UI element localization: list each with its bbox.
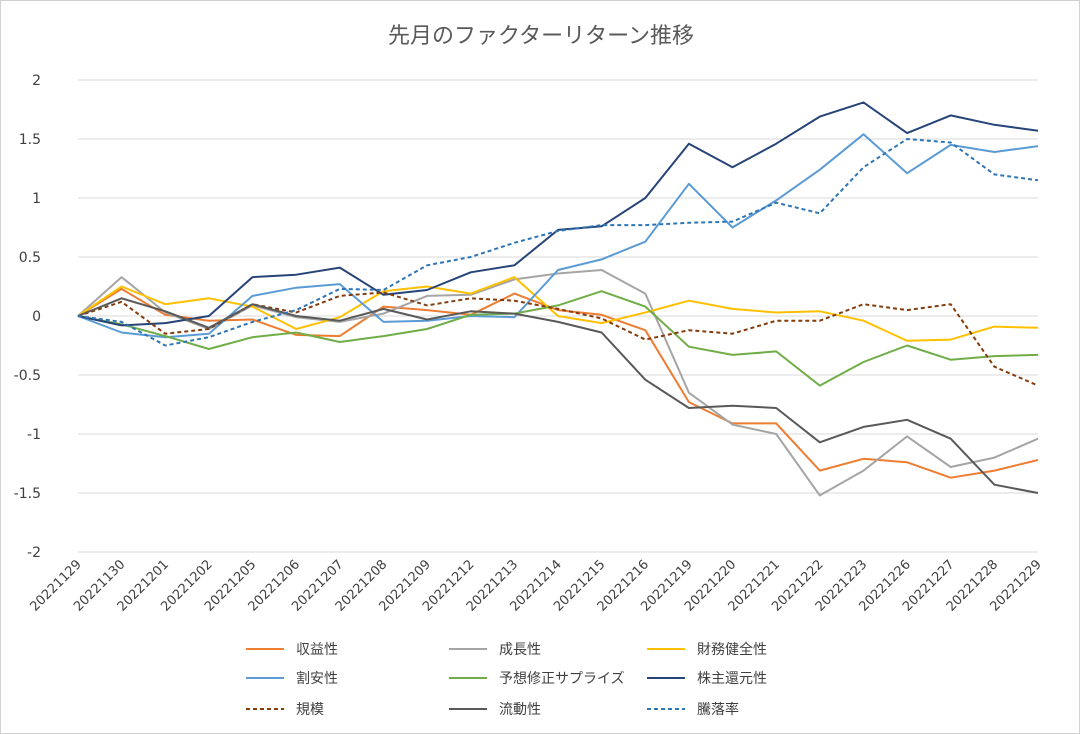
series-line-5 [77,101,1039,327]
series-line-4 [77,290,1039,387]
legend-label: 流動性 [499,702,541,718]
y-tick-label: -1.5 [14,486,41,502]
x-axis-ticks: 2022112920221130202212012022120220221205… [27,557,1044,614]
y-axis-ticks: 2 1.5 1 0.5 0 -0.5 -1 -1.5 -2 [14,73,41,561]
series-line-2 [77,276,1039,342]
chart-title: 先月のファクターリターン推移 [388,24,694,49]
legend-label: 規模 [296,702,324,718]
y-tick-label: -0.5 [14,368,41,384]
series-lines [77,101,1039,497]
series-line-3 [77,133,1039,339]
series-line-7 [77,297,1039,494]
legend-label: 予想修正サプライズ [499,671,625,687]
legend-label: 成長性 [499,642,541,658]
series-line-8 [77,138,1039,347]
legend-label: 騰落率 [697,701,739,718]
series-line-0 [77,287,1039,479]
y-tick-label: -2 [27,545,41,561]
y-tick-label: 1 [32,191,41,207]
legend-label: 割安性 [296,670,338,687]
y-tick-label: 0 [32,309,41,325]
y-tick-label: 1.5 [19,132,41,148]
y-tick-label: 0.5 [19,250,41,266]
y-tick-label: -1 [27,427,41,443]
legend-label: 財務健全性 [697,641,767,658]
legend-label: 株主還元性 [697,671,767,687]
legend-label: 収益性 [296,642,338,658]
y-tick-label: 2 [32,73,41,89]
